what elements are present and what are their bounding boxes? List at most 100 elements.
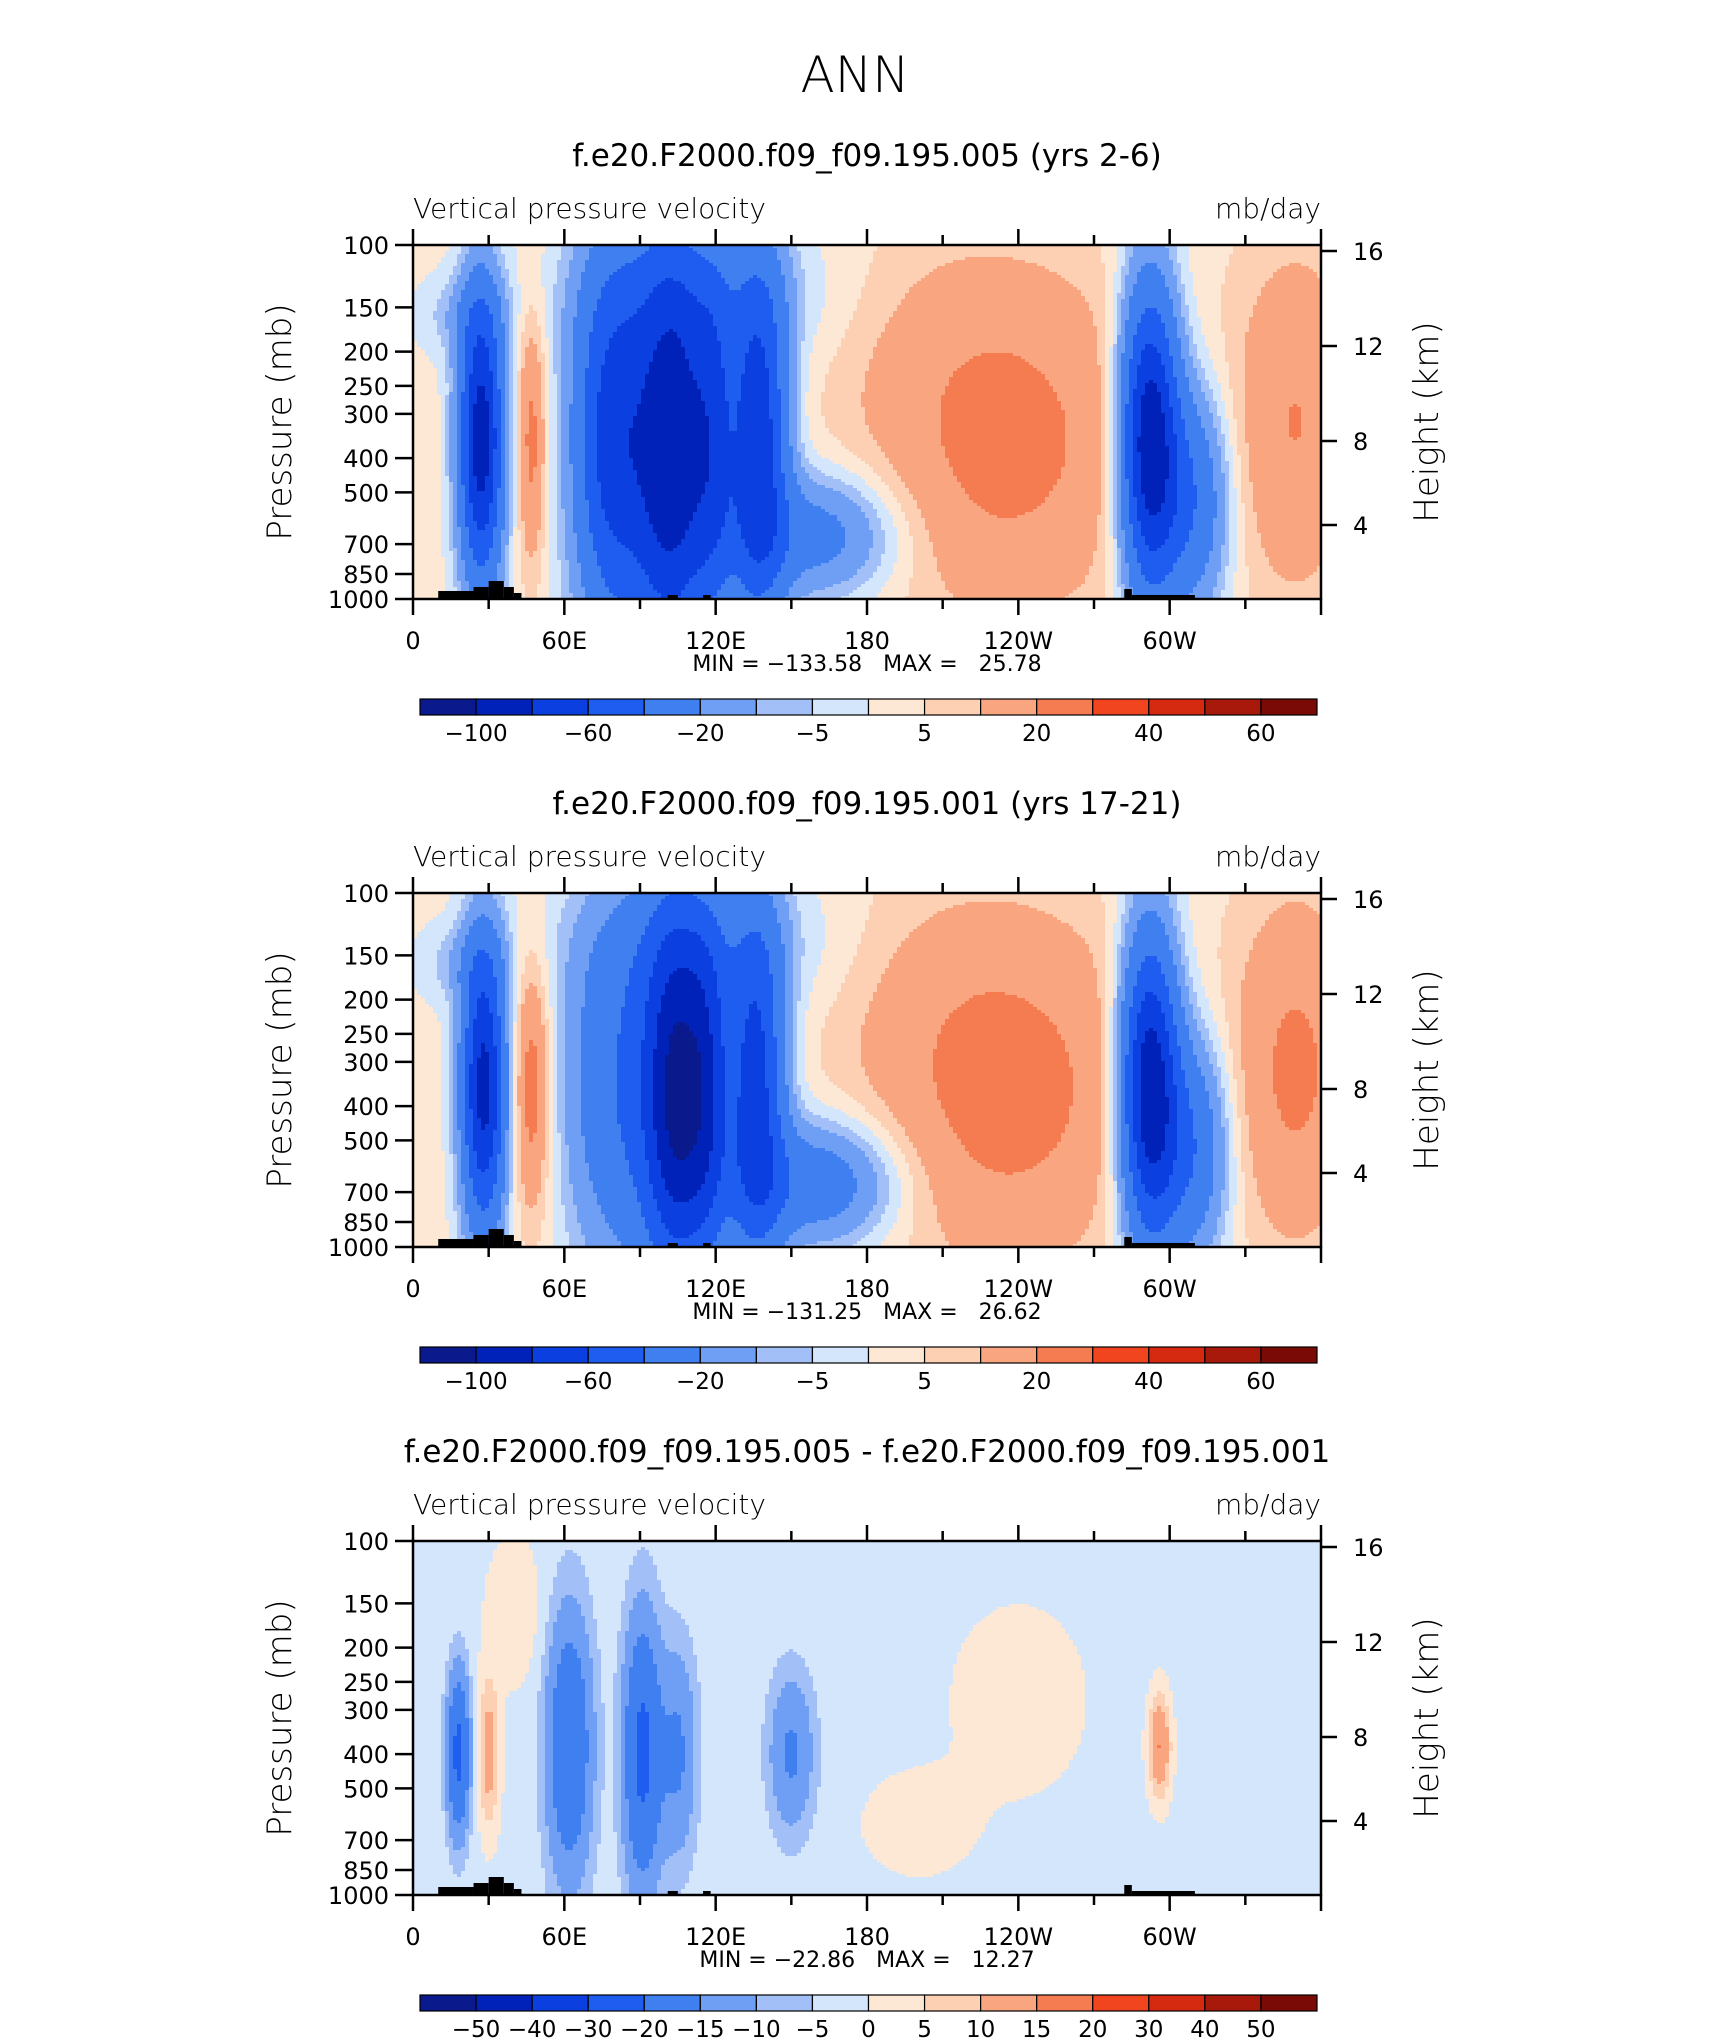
longitude-tick-label: 60W [1143,1275,1197,1303]
colorbar-swatch [587,1994,645,2012]
colorbar-swatch [1036,698,1094,716]
height-tick-label: 8 [1353,1076,1368,1104]
contour-field [413,245,1322,600]
longitude-tick-label: 120W [984,1923,1054,1951]
colorbar-swatch [475,1346,533,1364]
longitude-tick-label: 120E [685,627,746,655]
colorbar-label: −40 [508,2017,557,2038]
pressure-tick-label: 150 [343,294,389,322]
longitude-tick-label: 60W [1143,627,1197,655]
pressure-tick-label: 500 [343,479,389,507]
colorbar-label: 5 [917,1369,932,1395]
colorbar-label: 40 [1134,1369,1163,1395]
longitude-tick-label: 60E [541,1275,587,1303]
topography [438,581,1195,599]
colorbar-label: 0 [861,2017,876,2038]
colorbar-swatch [923,1346,982,1364]
longitude-tick-label: 60W [1143,1923,1197,1951]
longitude-tick-label: 0 [405,627,420,655]
colorbar-label: −20 [676,721,725,747]
colorbar-swatch [475,1994,533,2012]
pressure-tick-label: 1000 [328,1234,389,1262]
longitude-tick-label: 120W [984,627,1054,655]
pressure-axis-label: Pressure (mb) [260,1599,300,1836]
longitude-tick-label: 60E [541,1923,587,1951]
colorbar-swatch [755,1346,814,1364]
colorbar-swatch [1036,1994,1094,2012]
colorbar-swatch [1092,1346,1150,1364]
colorbar-label: −5 [795,1369,829,1395]
pressure-tick-label: 500 [343,1775,389,1803]
pressure-tick-label: 200 [343,987,389,1015]
longitude-tick-label: 60E [541,627,587,655]
colorbar-swatch [531,1346,589,1364]
longitude-tick-label: 120E [685,1923,746,1951]
colorbar-swatch [1204,698,1262,716]
pressure-tick-label: 300 [343,401,389,429]
panel-title: f.e20.F2000.f09_f09.195.005 (yrs 2-6) [572,138,1162,174]
colorbar-swatch [643,698,701,716]
pressure-tick-label: 1000 [328,586,389,614]
colorbar-swatch [531,1994,589,2012]
colorbar-swatch [980,1346,1038,1364]
colorbar-label: 50 [1246,2017,1275,2038]
pressure-tick-label: 400 [343,1093,389,1121]
colorbar-swatch [980,1994,1038,2012]
pressure-tick-label: 250 [343,1021,389,1049]
longitude-axis: 0 60E 120E 180 120W 60W [405,1525,1323,1951]
colorbar-label: 40 [1190,2017,1219,2038]
pressure-tick-label: 700 [343,531,389,559]
chart-panel-2: f.e20.F2000.f09_f09.195.001 (yrs 17-21) V… [260,786,1447,1395]
colorbar: −100 −60 −20 −5 5 20 40 60 [419,698,1318,747]
panel-title: f.e20.F2000.f09_f09.195.005 - f.e20.F200… [404,1434,1330,1470]
colorbar-label: −60 [564,721,613,747]
colorbar-swatch [531,698,589,716]
colorbar-label: −5 [795,2017,829,2038]
colorbar-swatch [1260,698,1318,716]
pressure-tick-label: 1000 [328,1882,389,1910]
colorbar-label: 20 [1022,1369,1051,1395]
colorbar-swatch [867,1994,926,2012]
height-tick-label: 8 [1353,428,1368,456]
colorbar-swatch [1148,698,1206,716]
colorbar-swatch [1092,1994,1150,2012]
colorbar-swatch [1204,1994,1262,2012]
height-tick-label: 16 [1353,886,1384,914]
colorbar-swatch [923,698,982,716]
colorbar-label: −10 [732,2017,781,2038]
colorbar-swatch [1260,1994,1318,2012]
colorbar-swatch [699,698,757,716]
height-axis: 16 12 8 4 [1321,1534,1384,1836]
colorbar-swatch [419,1994,477,2012]
height-tick-label: 12 [1353,981,1384,1009]
height-axis: 16 12 8 4 [1321,886,1384,1188]
contour-field [413,893,1322,1248]
colorbar-swatch [811,698,870,716]
colorbar-swatch [699,1346,757,1364]
contour-field [413,1541,1322,1896]
pressure-tick-label: 700 [343,1827,389,1855]
longitude-tick-label: 180 [844,1923,890,1951]
page-title: ANN [800,46,909,104]
height-tick-label: 4 [1353,1160,1368,1188]
colorbar-label: 5 [917,2017,932,2038]
colorbar-swatch [1092,698,1150,716]
height-tick-label: 12 [1353,1629,1384,1657]
height-axis-label: Height (km) [1407,969,1447,1170]
pressure-tick-label: 500 [343,1127,389,1155]
longitude-tick-label: 0 [405,1275,420,1303]
height-tick-label: 4 [1353,1808,1368,1836]
colorbar-swatch [419,698,477,716]
units-label: mb/day [1215,192,1321,225]
colorbar-swatch [587,698,645,716]
colorbar-swatch [1204,1346,1262,1364]
colorbar-label: 30 [1134,2017,1163,2038]
colorbar-swatch [867,1346,926,1364]
colorbar-label: 40 [1134,721,1163,747]
variable-label: Vertical pressure velocity [413,1488,766,1521]
colorbar-swatch [643,1346,701,1364]
pressure-axis-label: Pressure (mb) [260,951,300,1188]
height-axis: 16 12 8 4 [1321,238,1384,540]
